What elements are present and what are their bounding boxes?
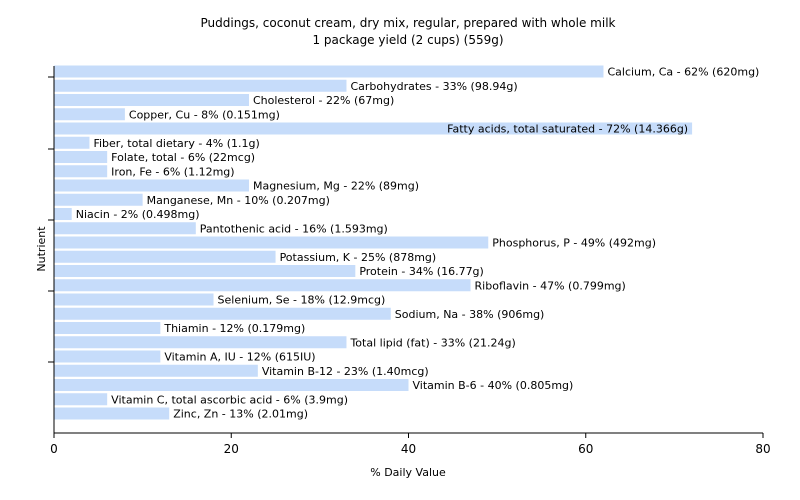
bar [54, 265, 356, 277]
chart-title: Puddings, coconut cream, dry mix, regula… [201, 16, 616, 30]
x-tick-label: 20 [224, 442, 239, 456]
x-tick-label: 60 [578, 442, 593, 456]
bar [54, 193, 143, 206]
bar-label: Pantothenic acid - 16% (1.593mg) [200, 222, 388, 235]
bar-label: Manganese, Mn - 10% (0.207mg) [147, 194, 330, 207]
bar [54, 279, 471, 292]
bar-label: Magnesium, Mg - 22% (89mg) [253, 180, 419, 193]
bar-label: Phosphorus, P - 49% (492mg) [492, 237, 656, 250]
bar-label: Thiamin - 12% (0.179mg) [163, 322, 305, 335]
bars-layer [54, 65, 693, 420]
x-axis-title: % Daily Value [370, 466, 446, 479]
bar-label: Riboflavin - 47% (0.799mg) [475, 279, 626, 292]
chart-subtitle: 1 package yield (2 cups) (559g) [312, 33, 503, 47]
x-tick-label: 0 [50, 442, 58, 456]
x-tick-label: 40 [401, 442, 416, 456]
bar [54, 236, 489, 249]
bar-label: Carbohydrates - 33% (98.94g) [350, 80, 517, 93]
bar-label: Cholesterol - 22% (67mg) [253, 94, 394, 107]
x-tick-label: 80 [755, 442, 770, 456]
bar [54, 250, 276, 263]
bar-label: Folate, total - 6% (22mcg) [111, 151, 255, 164]
bar [54, 136, 90, 149]
x-ticks-layer: 0 20 40 60 80 [50, 433, 771, 456]
bar-label: Fatty acids, total saturated - 72% (14.3… [447, 123, 688, 136]
bar-label: Copper, Cu - 8% (0.151mg) [129, 108, 280, 121]
bar [54, 65, 604, 78]
y-axis-title: Nutrient [35, 226, 48, 272]
bar-label: Niacin - 2% (0.498mg) [76, 208, 200, 221]
y-ticks-layer [48, 76, 54, 363]
bar [54, 322, 161, 334]
bar [54, 336, 347, 349]
bar [54, 122, 693, 135]
bar-label: Calcium, Ca - 62% (620mg) [607, 66, 759, 79]
bar-label: Potassium, K - 25% (878mg) [280, 251, 437, 264]
bar-label: Fiber, total dietary - 4% (1.1g) [93, 137, 259, 150]
bar [54, 208, 72, 220]
bar [54, 94, 249, 106]
bar [54, 79, 347, 92]
bar-label: Protein - 34% (16.77g) [359, 265, 484, 278]
bar-label: Vitamin A, IU - 12% (615IU) [164, 351, 315, 364]
bar-label: Selenium, Se - 18% (12.9mcg) [218, 294, 386, 307]
bar [54, 350, 161, 363]
bar-label: Vitamin B-12 - 23% (1.40mcg) [262, 365, 429, 378]
bar-label: Iron, Fe - 6% (1.12mg) [111, 165, 234, 178]
bar [54, 179, 249, 192]
bar-label: Vitamin B-6 - 40% (0.805mg) [413, 379, 574, 392]
bar [54, 407, 170, 420]
bar-label: Vitamin C, total ascorbic acid - 6% (3.9… [111, 393, 348, 406]
bar-labels-layer: Calcium, Ca - 62% (620mg) Carbohydrates -… [76, 66, 760, 421]
bar-label: Zinc, Zn - 13% (2.01mg) [173, 408, 308, 421]
bar [54, 108, 125, 121]
bar [54, 151, 108, 163]
bar [54, 364, 258, 377]
bar-label: Sodium, Na - 38% (906mg) [395, 308, 545, 321]
bar-label: Total lipid (fat) - 33% (21.24g) [349, 336, 515, 349]
bar [54, 393, 108, 406]
bar [54, 307, 391, 320]
bar [54, 222, 196, 235]
bar [54, 379, 409, 391]
bar [54, 293, 214, 306]
bar [54, 165, 108, 178]
